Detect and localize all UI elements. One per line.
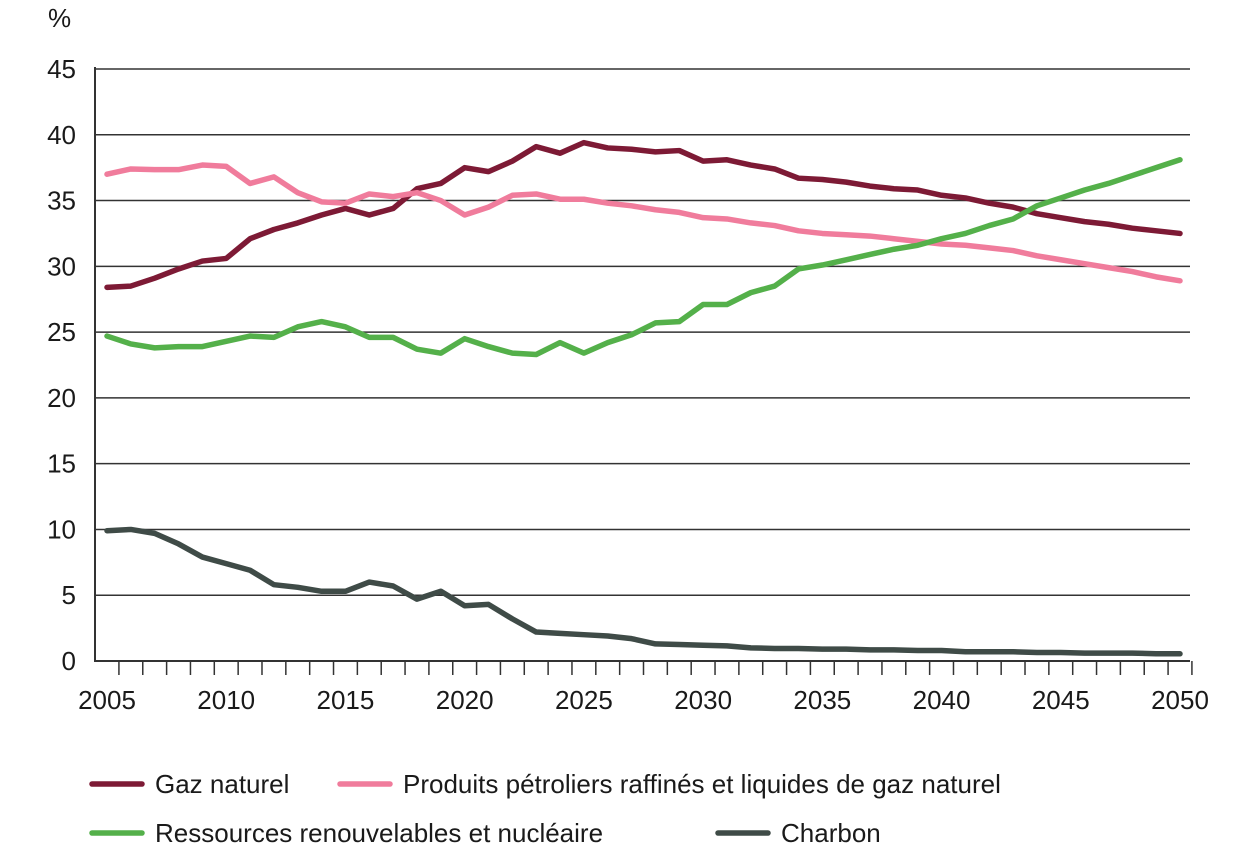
x-tick-label: 2040 [913,685,971,715]
x-tick-label: 2025 [555,685,613,715]
legend-label: Charbon [781,818,881,848]
y-tick-label: 0 [62,646,76,676]
y-tick-label: 45 [47,54,76,84]
y-tick-label: 25 [47,317,76,347]
x-tick-label: 2045 [1032,685,1090,715]
series-line-3 [104,526,1183,657]
y-tick-label: 5 [62,580,76,610]
x-tick-label: 2010 [197,685,255,715]
series-line-2 [104,157,1183,358]
x-tick-label: 2030 [674,685,732,715]
legend-label: Produits pétroliers raffinés et liquides… [403,769,1001,799]
series-line-1 [104,162,1183,284]
legend-label: Ressources renouvelables et nucléaire [155,818,603,848]
y-tick-label: 15 [47,449,76,479]
y-tick-label: 20 [47,383,76,413]
y-tick-label: 10 [47,514,76,544]
y-axis-label: % [48,3,71,33]
x-tick-label: 2050 [1151,685,1209,715]
x-tick-label: 2020 [436,685,494,715]
legend-label: Gaz naturel [155,769,289,799]
x-tick-label: 2005 [78,685,136,715]
y-tick-label: 40 [47,120,76,150]
y-tick-label: 35 [47,186,76,216]
series-line-0 [104,139,1183,291]
y-tick-label: 30 [47,251,76,281]
x-tick-label: 2035 [793,685,851,715]
x-tick-label: 2015 [317,685,375,715]
